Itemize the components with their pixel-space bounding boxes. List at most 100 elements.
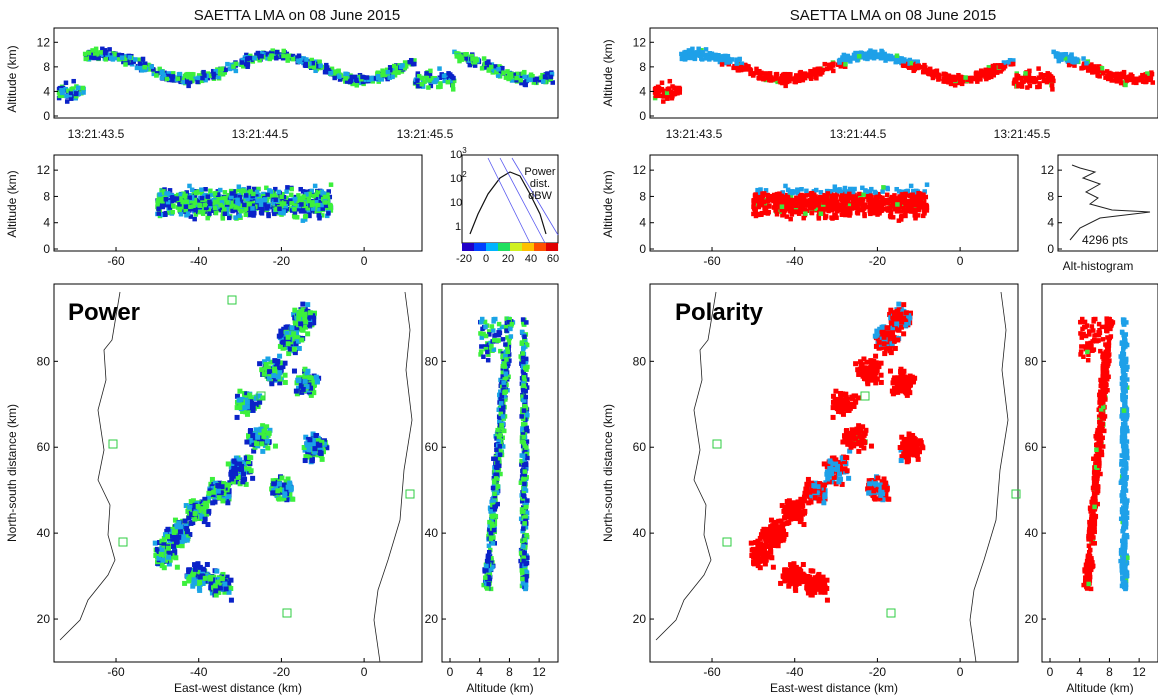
time-height-point <box>1025 85 1030 90</box>
plan-point <box>240 402 246 408</box>
alt-ns-point <box>525 555 530 560</box>
time-height-point <box>672 91 678 97</box>
alt-ns-point <box>508 334 514 339</box>
time-height-point <box>170 77 175 83</box>
time-height-point <box>98 52 104 58</box>
alt-ns-point <box>523 356 529 362</box>
time-height-point <box>820 67 826 73</box>
alt-ns-point <box>481 582 486 588</box>
alt-ns-point <box>522 494 527 499</box>
time-height-point <box>116 52 122 58</box>
plan-point <box>308 392 314 398</box>
plan-point <box>215 488 221 494</box>
time-height-point <box>1044 79 1050 85</box>
ew-height-point <box>306 195 312 201</box>
time-height-point <box>808 68 813 74</box>
ew-height-point <box>205 196 210 202</box>
ew-height-point <box>203 187 208 192</box>
alt-ns-point <box>506 361 511 367</box>
time-height-point <box>952 77 957 83</box>
x-tick-label: 8 <box>506 665 513 679</box>
alt-ns-point <box>493 476 499 481</box>
time-height-point <box>450 83 456 88</box>
plan-point <box>302 324 308 330</box>
time-height-point <box>472 63 478 68</box>
alt-ns-point <box>479 344 484 349</box>
plan-point <box>233 455 239 461</box>
plan-point <box>200 566 206 572</box>
y-tick-label: 80 <box>37 354 51 368</box>
ew-height-point <box>243 206 249 212</box>
ew-height-point <box>322 194 328 200</box>
alt-ns-point <box>487 519 492 525</box>
ew-height-point <box>180 199 185 205</box>
time-height-point <box>934 68 940 74</box>
ew-height-point <box>248 210 254 216</box>
time-height-point <box>839 61 845 67</box>
time-height-point <box>1057 54 1063 59</box>
plan-point <box>253 427 259 433</box>
time-height-point <box>911 59 917 64</box>
time-height-point <box>1148 74 1154 80</box>
alt-ns-point <box>502 394 507 399</box>
plan-point <box>195 503 201 509</box>
alt-ns-point <box>491 475 497 481</box>
plan-point <box>228 597 234 603</box>
ew-height-point <box>316 206 322 212</box>
time-height-point <box>679 56 685 62</box>
time-height-point <box>138 66 144 71</box>
alt-ns-point <box>525 412 530 418</box>
time-height-point <box>391 63 397 69</box>
time-height-point <box>686 48 692 53</box>
time-height-point <box>422 79 427 84</box>
ew-height-point <box>169 195 175 200</box>
plan-point <box>222 589 228 595</box>
time-height-point <box>424 71 429 76</box>
ew-height-point <box>219 196 225 201</box>
alt-ns-point <box>498 411 504 417</box>
plan-point <box>282 345 288 351</box>
plan-point <box>231 473 237 479</box>
alt-ns-point <box>492 504 497 510</box>
ew-height-point <box>217 206 222 212</box>
ew-height-point <box>187 195 192 200</box>
alt-ns-point <box>496 439 501 444</box>
ew-height-point <box>319 202 325 208</box>
time-height-point <box>157 66 162 72</box>
time-height-point <box>863 52 868 57</box>
ew-height-point <box>296 203 302 209</box>
time-height-point <box>265 52 271 57</box>
alt-ns-point <box>486 329 492 334</box>
time-height-point <box>666 93 671 98</box>
time-height-point <box>986 75 991 80</box>
ew-height-point <box>232 193 238 199</box>
hist-label-1: Power <box>524 166 556 178</box>
left-coastline-west <box>59 291 121 641</box>
ew-height-point <box>292 196 298 202</box>
time-height-point <box>437 66 442 71</box>
ew-height-point <box>281 201 287 206</box>
time-height-point <box>1051 78 1056 84</box>
ew-height-point <box>289 201 294 206</box>
plan-point <box>304 384 310 390</box>
alt-ns-point <box>522 486 527 492</box>
time-height-point <box>514 75 519 81</box>
alt-ns-point <box>501 382 507 388</box>
station-marker <box>227 295 237 305</box>
plan-point <box>204 562 210 568</box>
time-height-point <box>1099 65 1105 71</box>
ew-height-point <box>265 204 271 209</box>
time-height-point <box>1132 77 1138 83</box>
plan-point <box>247 402 253 408</box>
time-height-point <box>734 57 739 62</box>
plan-point <box>226 584 232 590</box>
time-height-point <box>731 65 736 71</box>
time-height-point <box>515 71 520 77</box>
plan-point <box>172 549 178 555</box>
time-height-point <box>709 51 715 57</box>
ew-height-point <box>239 203 245 208</box>
plan-point <box>265 356 271 362</box>
time-height-point <box>312 65 317 70</box>
time-height-point <box>1036 66 1041 71</box>
